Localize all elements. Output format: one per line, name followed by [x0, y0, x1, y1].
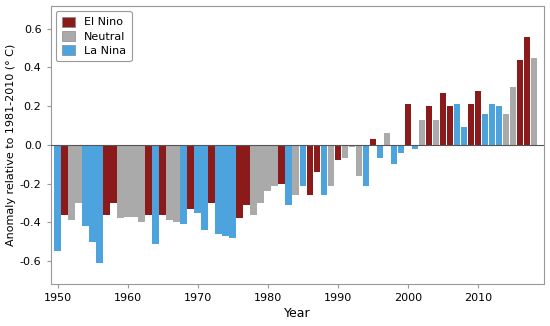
- Bar: [334, 145, 341, 160]
- Bar: [173, 145, 180, 222]
- Bar: [89, 145, 96, 242]
- Bar: [426, 106, 432, 145]
- Bar: [201, 145, 208, 230]
- Bar: [398, 145, 404, 153]
- Bar: [342, 145, 348, 158]
- Bar: [355, 145, 362, 176]
- Bar: [278, 145, 285, 184]
- Bar: [321, 145, 327, 195]
- Bar: [250, 145, 257, 215]
- Bar: [349, 145, 355, 147]
- Bar: [328, 145, 334, 185]
- Bar: [139, 145, 145, 222]
- Bar: [314, 145, 320, 172]
- Bar: [208, 145, 215, 203]
- Bar: [117, 145, 124, 218]
- Bar: [285, 145, 292, 205]
- Bar: [510, 87, 516, 145]
- Bar: [131, 145, 138, 216]
- Bar: [68, 145, 75, 220]
- Bar: [229, 145, 236, 238]
- Bar: [370, 139, 376, 145]
- Bar: [516, 60, 523, 145]
- Bar: [405, 104, 411, 145]
- Bar: [468, 104, 474, 145]
- Bar: [222, 145, 229, 236]
- Bar: [188, 145, 194, 209]
- Bar: [524, 37, 530, 145]
- Bar: [503, 114, 509, 145]
- Bar: [496, 106, 502, 145]
- Bar: [82, 145, 89, 226]
- Bar: [54, 145, 60, 251]
- Bar: [272, 145, 278, 185]
- Y-axis label: Anomaly relative to 1981-2010 (° C): Anomaly relative to 1981-2010 (° C): [6, 44, 15, 246]
- Bar: [300, 145, 306, 185]
- Bar: [124, 145, 131, 216]
- Bar: [461, 127, 467, 145]
- Bar: [439, 93, 446, 145]
- Bar: [152, 145, 159, 244]
- Bar: [411, 145, 418, 149]
- Bar: [475, 91, 481, 145]
- Bar: [390, 145, 397, 164]
- Bar: [419, 120, 425, 145]
- Bar: [216, 145, 222, 234]
- Bar: [362, 145, 369, 185]
- Bar: [447, 106, 453, 145]
- Bar: [111, 145, 117, 203]
- Bar: [433, 120, 439, 145]
- X-axis label: Year: Year: [284, 307, 311, 320]
- Bar: [377, 145, 383, 158]
- Legend: El Nino, Neutral, La Nina: El Nino, Neutral, La Nina: [56, 11, 131, 61]
- Bar: [103, 145, 110, 215]
- Bar: [236, 145, 243, 218]
- Bar: [531, 58, 537, 145]
- Bar: [482, 114, 488, 145]
- Bar: [145, 145, 152, 215]
- Bar: [265, 145, 271, 191]
- Bar: [61, 145, 68, 215]
- Bar: [180, 145, 187, 224]
- Bar: [293, 145, 299, 195]
- Bar: [96, 145, 103, 263]
- Bar: [244, 145, 250, 205]
- Bar: [488, 104, 495, 145]
- Bar: [306, 145, 313, 195]
- Bar: [160, 145, 166, 215]
- Bar: [383, 133, 390, 145]
- Bar: [194, 145, 201, 213]
- Bar: [257, 145, 264, 203]
- Bar: [167, 145, 173, 220]
- Bar: [75, 145, 82, 203]
- Bar: [454, 104, 460, 145]
